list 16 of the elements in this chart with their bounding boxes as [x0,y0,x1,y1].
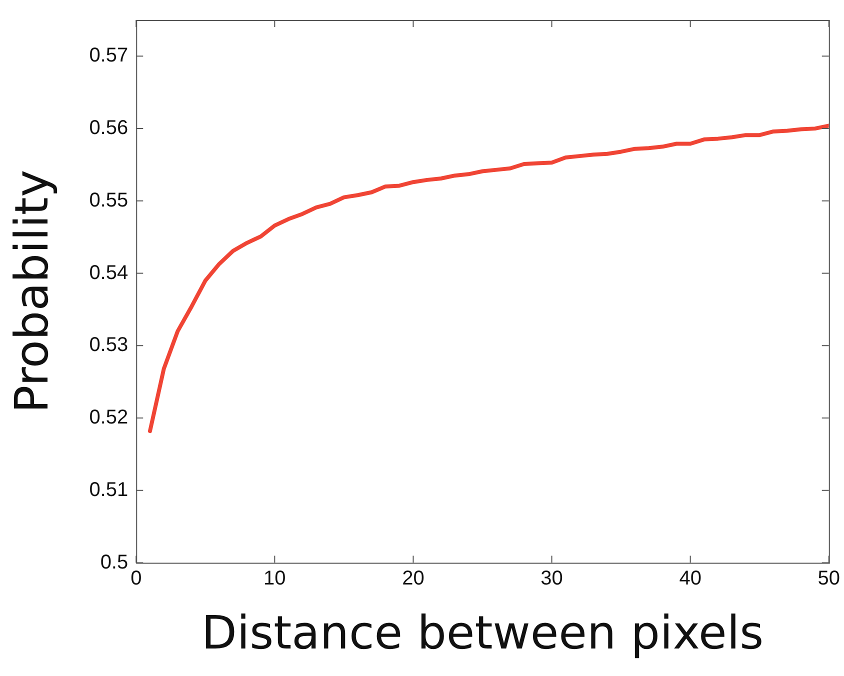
y-tick-label: 0.5 [100,551,128,574]
x-tick-label: 50 [818,567,840,590]
y-tick-label: 0.57 [89,44,128,67]
x-tick-label: 40 [679,567,702,590]
x-tick-label: 20 [402,567,424,590]
y-tick-label: 0.51 [89,478,128,501]
y-tick-label: 0.56 [89,117,128,140]
x-axis-title: Distance between pixels [201,605,764,660]
x-tick-label: 0 [130,567,142,590]
y-tick-label: 0.53 [89,334,128,356]
y-axis-title: Probability [4,170,59,413]
y-tick-label: 0.55 [89,189,128,212]
x-tick-label: 30 [540,567,563,590]
y-tick-label: 0.52 [89,406,128,429]
x-tick-label: 10 [264,567,286,590]
y-tick-label: 0.54 [89,262,128,284]
